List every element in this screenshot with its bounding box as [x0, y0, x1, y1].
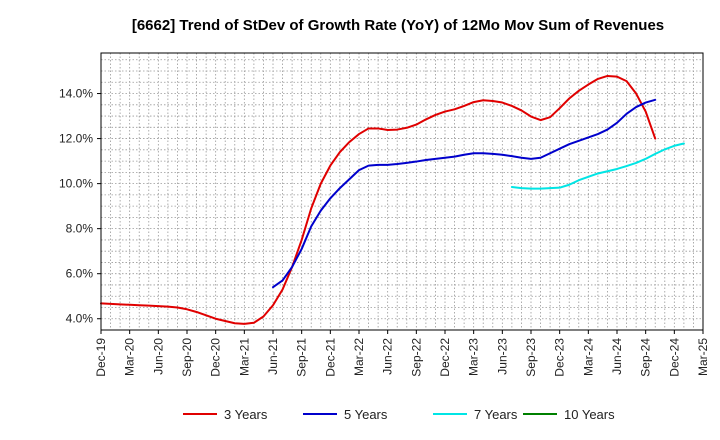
- x-tick-label: Dec-22: [438, 338, 452, 377]
- y-tick-label: 8.0%: [66, 222, 94, 236]
- x-tick-label: Dec-20: [209, 338, 223, 377]
- legend-label: 10 Years: [564, 407, 615, 422]
- x-tick-label: Mar-23: [467, 338, 481, 376]
- x-tick-label: Jun-22: [381, 338, 395, 375]
- series-line-3-years: [100, 74, 657, 325]
- x-axis: Dec-19 Mar-20 Jun-20 Sep-20 Dec-20 Mar-21 Jun-…: [94, 330, 710, 377]
- x-tick-label: Jun-20: [151, 338, 165, 375]
- x-tick-label: Dec-23: [553, 338, 567, 377]
- x-tick-label: Jun-21: [266, 338, 280, 375]
- legend-label: 5 Years: [344, 407, 388, 422]
- x-tick-label: Sep-22: [409, 338, 423, 377]
- x-tick-label: Mar-25: [696, 338, 710, 376]
- y-tick-label: 6.0%: [66, 267, 94, 281]
- y-tick-label: 10.0%: [59, 177, 93, 191]
- x-tick-label: Dec-24: [667, 338, 681, 377]
- x-tick-label: Jun-23: [495, 338, 509, 375]
- x-tick-label: Jun-24: [610, 338, 624, 375]
- chart-title: [6662] Trend of StDev of Growth Rate (Yo…: [132, 17, 664, 34]
- x-tick-label: Dec-19: [94, 338, 108, 377]
- x-tick-label: Sep-20: [180, 338, 194, 377]
- series-lines: [100, 74, 685, 325]
- grid-lines: [101, 53, 703, 331]
- y-axis: 4.0% 6.0% 8.0% 10.0% 12.0% 14.0%: [59, 87, 101, 326]
- x-tick-label: Sep-23: [524, 338, 538, 377]
- x-tick-label: Dec-21: [323, 338, 337, 377]
- legend-label: 3 Years: [224, 407, 268, 422]
- x-tick-label: Mar-24: [581, 338, 595, 376]
- legend-label: 7 Years: [474, 407, 518, 422]
- x-tick-label: Mar-20: [123, 338, 137, 376]
- y-tick-label: 14.0%: [59, 87, 93, 101]
- series-line-7-years: [510, 142, 685, 190]
- x-tick-label: Mar-21: [237, 338, 251, 376]
- plot-border: [100, 52, 704, 331]
- x-tick-label: Sep-21: [295, 338, 309, 377]
- y-tick-label: 4.0%: [66, 312, 94, 326]
- series-line-5-years: [272, 98, 657, 289]
- plot-area: [100, 52, 704, 331]
- legend: 3 Years 5 Years 7 Years 10 Years: [183, 407, 615, 422]
- x-tick-label: Sep-24: [639, 338, 653, 377]
- y-tick-label: 12.0%: [59, 132, 93, 146]
- x-tick-label: Mar-22: [352, 338, 366, 376]
